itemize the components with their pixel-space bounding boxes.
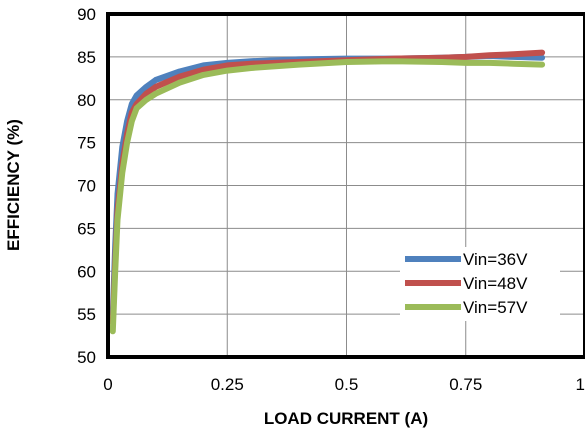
x-axis-title: LOAD CURRENT (A) <box>264 409 428 428</box>
y-tick-label: 50 <box>77 348 96 367</box>
y-tick-label: 60 <box>77 262 96 281</box>
x-tick-label: 0.25 <box>211 375 244 394</box>
y-tick-label: 65 <box>77 219 96 238</box>
series-lines <box>109 49 546 335</box>
y-axis-title: EFFICIENCY (%) <box>4 119 23 251</box>
y-tick-label: 80 <box>77 91 96 110</box>
legend: Vin=36V Vin=48V Vin=57V <box>400 247 560 321</box>
x-tick-label: 0 <box>103 375 112 394</box>
x-tick-label: 0.5 <box>335 375 359 394</box>
y-tick-label: 70 <box>77 177 96 196</box>
legend-label: Vin=36V <box>463 250 528 269</box>
y-tick-label: 55 <box>77 305 96 324</box>
y-tick-label: 85 <box>77 48 96 67</box>
x-tick-label: 0.75 <box>449 375 482 394</box>
y-tick-label: 90 <box>77 5 96 24</box>
y-tick-labels: 50 55 60 65 70 75 80 85 90 <box>77 5 96 367</box>
x-tick-label: 1 <box>576 375 585 394</box>
x-tick-labels: 0 0.25 0.5 0.75 1 <box>103 375 585 394</box>
series-line <box>109 58 546 335</box>
plot-area-frame <box>106 12 585 359</box>
legend-label: Vin=57V <box>463 298 528 317</box>
y-tick-label: 75 <box>77 134 96 153</box>
legend-label: Vin=48V <box>463 274 528 293</box>
